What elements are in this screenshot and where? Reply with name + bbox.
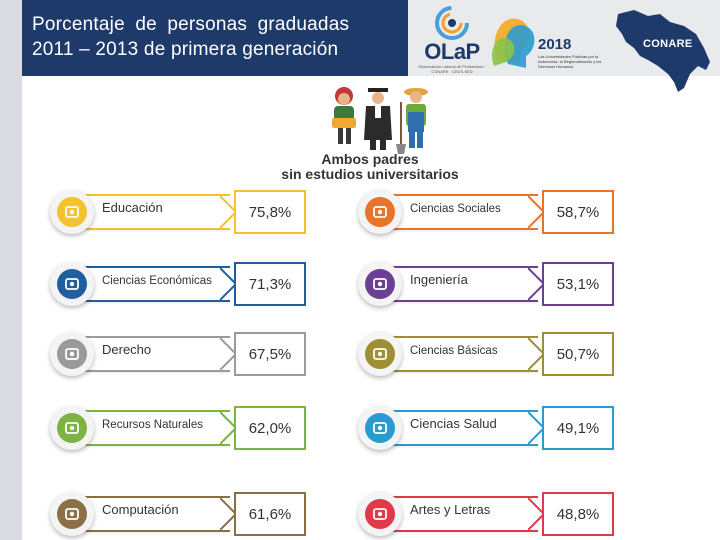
caption-line-1: Ambos padres — [321, 151, 419, 167]
basic-sciences-icon — [365, 339, 395, 369]
education-icon — [57, 197, 87, 227]
area-label: Educación — [102, 200, 163, 215]
percentage-value: 48,8% — [556, 505, 600, 523]
area-icon-badge — [358, 406, 402, 450]
area-icon-badge — [50, 406, 94, 450]
area-card: Ciencias Básicas 50,7% — [358, 332, 628, 380]
percentage-value: 62,0% — [248, 419, 292, 437]
area-label: Computación — [102, 502, 179, 517]
area-card: Ciencias Económicas 71,3% — [50, 262, 320, 310]
area-card: Artes y Letras 48,8% — [358, 492, 628, 540]
law-icon — [57, 339, 87, 369]
event-year: 2018 — [538, 36, 572, 53]
percentage-value: 61,6% — [248, 505, 292, 523]
conare-logo-text: CONARE — [643, 38, 693, 50]
area-percentage: 49,1% — [542, 406, 614, 450]
natural-resources-icon — [57, 413, 87, 443]
area-card: Computación 61,6% — [50, 492, 320, 540]
farmer-woman-figure — [332, 87, 356, 144]
olap-swirl-icon — [435, 6, 469, 40]
engineering-icon — [365, 269, 395, 299]
area-card: Educación 75,8% — [50, 190, 320, 238]
area-label: Ciencias Económicas — [102, 275, 212, 287]
area-percentage: 48,8% — [542, 492, 614, 536]
area-percentage: 50,7% — [542, 332, 614, 376]
area-icon-badge — [50, 262, 94, 306]
area-percentage: 58,7% — [542, 190, 614, 234]
area-percentage: 71,3% — [234, 262, 306, 306]
slide-title: Porcentaje de personas graduadas 2011 – … — [22, 0, 408, 76]
percentage-value: 53,1% — [556, 275, 600, 293]
heads-silhouette-icon — [491, 18, 535, 68]
percentage-value: 58,7% — [556, 203, 600, 221]
percentage-value: 67,5% — [248, 345, 292, 363]
computing-icon — [57, 499, 87, 529]
title-line-1: Porcentaje de personas graduadas — [32, 14, 350, 35]
area-icon-badge — [358, 262, 402, 306]
area-percentage: 62,0% — [234, 406, 306, 450]
area-percentage: 61,6% — [234, 492, 306, 536]
area-card: Ciencias Sociales 58,7% — [358, 190, 628, 238]
parents-illustration — [332, 87, 428, 154]
percentage-value: 49,1% — [556, 419, 600, 437]
area-label: Ciencias Básicas — [410, 345, 498, 357]
area-card: Ingeniería 53,1% — [358, 262, 628, 310]
area-percentage: 75,8% — [234, 190, 306, 234]
olap-subtitle: Observatorio Laboral de Profesiones · CO… — [418, 64, 486, 74]
area-label: Ciencias Sociales — [410, 203, 501, 215]
area-label: Derecho — [102, 342, 152, 357]
caption-line-2: sin estudios universitarios — [281, 166, 459, 182]
area-icon-badge — [358, 492, 402, 536]
olap-logo: OLaP Observatorio Laboral de Profesiones… — [418, 6, 486, 74]
area-label: Artes y Letras — [410, 502, 491, 517]
area-icon-badge — [358, 332, 402, 376]
farmer-man-figure — [396, 88, 428, 154]
costa-rica-map-icon — [616, 10, 710, 92]
area-icon-badge — [50, 492, 94, 536]
area-icon-badge — [50, 190, 94, 234]
title-line-2: 2011 – 2013 de primera generación — [32, 39, 339, 60]
health-sciences-icon — [365, 413, 395, 443]
olap-wordmark: OLaP — [424, 39, 480, 64]
percentage-value: 75,8% — [248, 203, 292, 221]
economics-icon — [57, 269, 87, 299]
area-card: Derecho 67,5% — [50, 332, 320, 380]
area-label: Ciencias Salud — [410, 416, 497, 431]
area-icon-badge — [358, 190, 402, 234]
area-percentage: 67,5% — [234, 332, 306, 376]
event-subtitle: Las Universidades Públicas por la Autono… — [538, 54, 602, 69]
arts-icon — [365, 499, 395, 529]
illustration-caption: Ambos padres sin estudios universitarios — [250, 152, 490, 182]
area-card: Ciencias Salud 49,1% — [358, 406, 628, 454]
area-label: Recursos Naturales — [102, 419, 203, 431]
event-2018-logo: 2018 Las Universidades Públicas por la A… — [488, 6, 608, 72]
percentage-value: 50,7% — [556, 345, 600, 363]
left-accent-strip — [0, 0, 22, 540]
graduate-figure — [364, 88, 392, 150]
area-icon-badge — [50, 332, 94, 376]
area-label: Ingeniería — [410, 272, 468, 287]
percentage-value: 71,3% — [248, 275, 292, 293]
area-card: Recursos Naturales 62,0% — [50, 406, 320, 454]
social-sciences-icon — [365, 197, 395, 227]
area-percentage: 53,1% — [542, 262, 614, 306]
